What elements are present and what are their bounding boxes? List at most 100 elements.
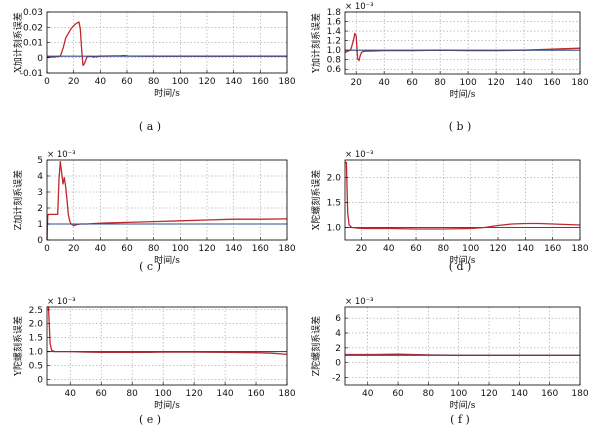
caption-a: ( a ) <box>139 120 161 133</box>
series-line-estimate-c <box>46 160 288 241</box>
x-tick-label-a-4: 80 <box>148 77 160 87</box>
y-tick-label-b-2: 1.0 <box>327 46 342 56</box>
x-axis-label-b: 时间/s <box>450 88 476 100</box>
x-tick-label-d-5: 120 <box>489 244 506 254</box>
axes-box-e <box>46 306 288 386</box>
x-tick-label-f-0: 40 <box>362 389 374 399</box>
series-line-estimate-d <box>345 161 581 230</box>
exponent-label-b: × 10⁻³ <box>345 2 374 12</box>
caption-e: ( e ) <box>139 413 161 426</box>
x-tick-label-b-6: 140 <box>515 78 532 88</box>
x-tick-label-c-4: 80 <box>148 244 160 254</box>
x-tick-label-a-5: 100 <box>172 77 189 87</box>
y-axis-label-a: X加计刻系误差 <box>12 12 24 72</box>
y-tick-label-e-5: 2.5 <box>29 306 43 316</box>
x-tick-label-c-9: 180 <box>278 244 295 254</box>
y-tick-label-c-0: 0 <box>37 236 43 246</box>
y-axis-label-c: Z加计刻系误差 <box>12 170 24 230</box>
y-tick-label-b-1: 0.8 <box>327 56 342 66</box>
x-tick-label-a-1: 20 <box>68 77 80 87</box>
y-axis-label-e: Y陀螺刻系误差 <box>12 316 24 377</box>
y-tick-label-a-4: 0.03 <box>23 8 43 18</box>
axes-box-d <box>344 159 581 241</box>
x-tick-label-d-4: 100 <box>462 244 479 254</box>
caption-f: ( f ) <box>450 413 470 426</box>
x-tick-label-d-6: 140 <box>517 244 534 254</box>
axes-box-c <box>46 159 288 241</box>
x-tick-label-f-5: 140 <box>511 389 528 399</box>
x-tick-label-d-8: 180 <box>571 244 588 254</box>
x-tick-label-f-2: 80 <box>423 389 435 399</box>
x-tick-label-a-7: 140 <box>225 77 242 87</box>
x-axis-label-f: 时间/s <box>450 399 476 411</box>
x-tick-label-a-0: 0 <box>44 77 50 87</box>
y-tick-label-b-3: 1.2 <box>327 37 341 47</box>
y-tick-label-e-2: 1.0 <box>29 348 44 358</box>
y-tick-label-e-4: 2.0 <box>29 320 44 330</box>
x-tick-label-b-0: 20 <box>350 78 362 88</box>
y-axis-label-d: X陀螺刻系误差 <box>310 170 322 230</box>
x-axis-label-c: 时间/s <box>154 254 180 266</box>
y-tick-label-c-3: 3 <box>37 188 43 198</box>
x-tick-label-b-1: 40 <box>378 78 390 88</box>
y-tick-label-b-4: 1.4 <box>327 27 342 37</box>
x-tick-label-d-1: 40 <box>383 244 395 254</box>
chart-c: 0 20 40 60 80 100 120 140 160 180 0 1 2 3 4 5 × 10⁻³ 时间/s… <box>12 150 296 273</box>
y-tick-label-b-5: 1.6 <box>327 18 342 28</box>
x-tick-label-a-8: 160 <box>252 77 269 87</box>
x-axis-label-a: 时间/s <box>154 87 180 99</box>
x-tick-label-c-7: 140 <box>225 244 242 254</box>
x-axis-label-d: 时间/s <box>450 254 476 266</box>
y-tick-label-b-0: 0.6 <box>327 65 342 75</box>
x-tick-label-b-5: 120 <box>487 78 504 88</box>
exponent-label-f: × 10⁻³ <box>345 297 374 307</box>
x-tick-label-a-2: 40 <box>95 77 107 87</box>
x-tick-label-a-6: 120 <box>198 77 215 87</box>
x-tick-label-d-7: 160 <box>544 244 561 254</box>
y-tick-label-e-3: 1.5 <box>29 334 43 344</box>
x-tick-label-e-3: 100 <box>155 389 172 399</box>
x-tick-label-e-0: 40 <box>64 389 76 399</box>
y-tick-label-a-1: 0 <box>37 54 43 64</box>
y-tick-label-a-3: 0.02 <box>23 23 43 33</box>
y-tick-label-a-2: 0.01 <box>23 39 43 49</box>
x-tick-label-b-3: 80 <box>434 78 446 88</box>
caption-b: ( b ) <box>449 120 472 133</box>
x-tick-label-e-7: 180 <box>278 389 295 399</box>
x-tick-label-a-3: 60 <box>121 77 133 87</box>
x-tick-label-a-9: 180 <box>278 77 295 87</box>
y-tick-label-f-3: 4 <box>335 329 341 339</box>
x-tick-label-e-4: 120 <box>186 389 203 399</box>
x-tick-label-d-2: 60 <box>410 244 422 254</box>
y-tick-label-c-1: 1 <box>37 220 43 230</box>
x-tick-label-b-8: 180 <box>571 78 588 88</box>
y-tick-label-b-6: 1.8 <box>327 8 342 18</box>
y-axis-label-b: Y加计刻系误差 <box>310 13 322 74</box>
chart-e: 40 60 80 100 120 140 160 180 0 0.5 1.0 1.5 2.0 2.5 × 1… <box>12 297 296 426</box>
y-tick-label-d-1: 1.5 <box>327 199 341 209</box>
chart-f: 40 60 80 100 120 140 160 180 -2 0 2 4 6 × 10⁻³ 时间/s Z陀螺… <box>310 297 589 426</box>
x-tick-label-f-1: 60 <box>392 389 404 399</box>
x-tick-label-c-1: 20 <box>68 244 80 254</box>
x-tick-label-c-8: 160 <box>252 244 269 254</box>
x-axis-label-e: 时间/s <box>154 399 180 411</box>
x-tick-label-b-7: 160 <box>543 78 560 88</box>
series-line-estimate-e <box>47 306 288 356</box>
caption-c: ( c ) <box>139 260 161 273</box>
y-tick-label-d-0: 1.0 <box>327 224 342 234</box>
y-tick-label-f-4: 6 <box>335 314 341 324</box>
chart-d: 20 40 60 80 100 120 140 160 180 1.0 1.5 2.0 × 10⁻³ 时间… <box>310 150 589 273</box>
series-line-estimate-a <box>47 21 287 67</box>
y-tick-label-f-1: 0 <box>335 359 341 369</box>
axes-box-b <box>344 11 581 75</box>
y-tick-label-e-0: 0 <box>37 375 43 385</box>
x-tick-label-e-6: 160 <box>247 389 264 399</box>
axes-box-f <box>344 306 581 386</box>
x-tick-label-f-6: 160 <box>541 389 558 399</box>
x-tick-label-f-4: 120 <box>480 389 497 399</box>
x-tick-label-d-0: 20 <box>356 244 368 254</box>
x-tick-label-c-2: 40 <box>95 244 107 254</box>
x-tick-label-c-6: 120 <box>198 244 215 254</box>
x-tick-label-e-2: 80 <box>126 389 138 399</box>
